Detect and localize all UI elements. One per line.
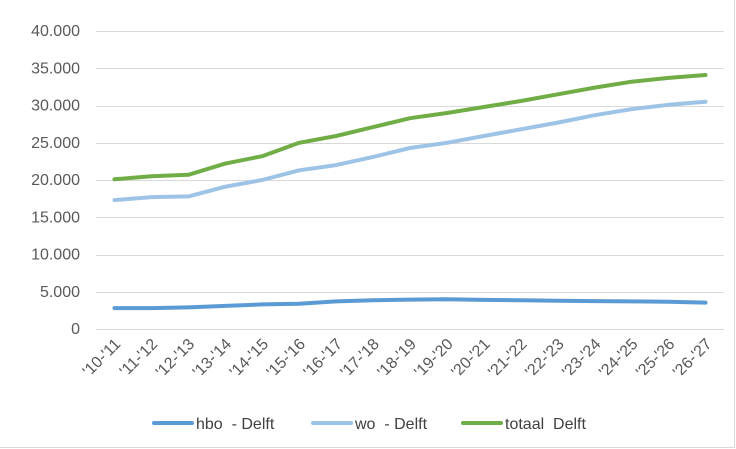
x-tick-label: '11-'12: [117, 336, 162, 381]
y-tick-label: 25.000: [31, 135, 80, 152]
legend-label-1: wo - Delft: [354, 416, 428, 433]
series-lines: [112, 73, 708, 311]
x-tick-label: '13-'14: [190, 336, 235, 381]
x-tick-label: '10-'11: [80, 336, 125, 381]
x-tick-label: '22-'23: [522, 336, 567, 381]
series-line-0: [112, 297, 708, 311]
x-tick-label: '15-'16: [264, 336, 309, 381]
x-tick-label: '25-'26: [633, 336, 678, 381]
y-tick-label: 15.000: [31, 209, 80, 226]
x-tick-label: '16-'17: [301, 336, 346, 381]
y-axis-ticks: 0 5.000 10.000 15.000 20.000 25.000 30.000 35.0…: [31, 23, 80, 338]
x-tick-label: '17-'18: [338, 336, 383, 381]
x-tick-label: '19-'20: [411, 336, 456, 381]
x-tick-label: '21-'22: [485, 336, 530, 381]
y-tick-label: 5.000: [40, 284, 80, 301]
legend: hbo - Delft wo - Delft totaal Delft: [152, 416, 586, 433]
x-tick-label: '24-'25: [596, 336, 641, 381]
series-line-1: [112, 99, 708, 203]
x-tick-label: '12-'13: [153, 336, 198, 381]
gridlines: [96, 31, 724, 330]
x-tick-label: '18-'19: [375, 336, 420, 381]
x-tick-label: '26-'27: [670, 336, 715, 381]
legend-label-0: hbo - Delft: [196, 416, 275, 433]
legend-label-2: totaal Delft: [505, 416, 586, 433]
y-tick-label: 30.000: [31, 98, 80, 115]
y-tick-label: 0: [71, 321, 80, 338]
x-tick-label: '20-'21: [448, 336, 493, 381]
y-tick-label: 40.000: [31, 23, 80, 40]
y-tick-label: 35.000: [31, 60, 80, 77]
y-tick-label: 20.000: [31, 172, 80, 189]
y-tick-label: 10.000: [31, 247, 80, 264]
x-tick-label: '23-'24: [559, 336, 604, 381]
x-tick-label: '14-'15: [227, 336, 272, 381]
x-axis-ticks: '10-'11'11-'12'12-'13'13-'14'14-'15'15-'…: [80, 336, 716, 381]
series-line-2: [112, 73, 708, 182]
